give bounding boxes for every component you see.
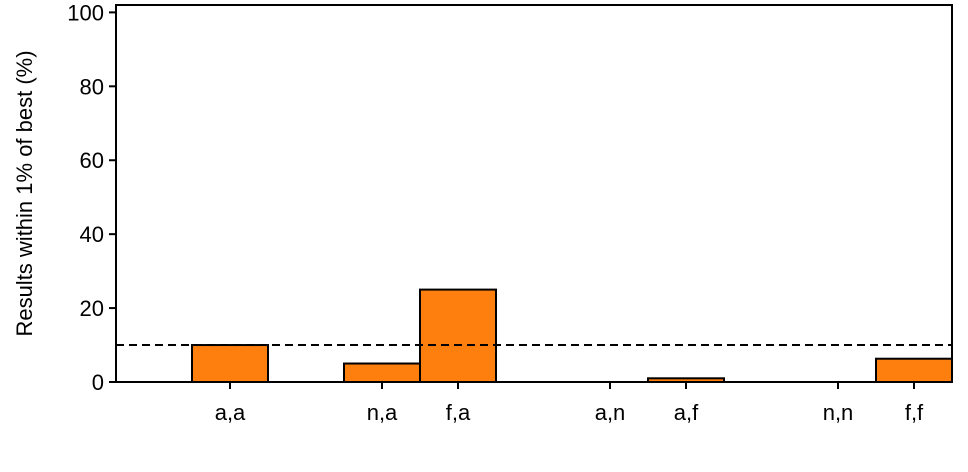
y-axis: 0 20 40 60 80 100 xyxy=(67,0,116,395)
x-tick-label: f,a xyxy=(446,400,471,425)
bar-f-f xyxy=(875,357,953,383)
x-tick-label: f,f xyxy=(905,400,924,425)
plot-frame xyxy=(115,4,953,383)
y-tick-label: 80 xyxy=(80,74,104,99)
y-tick-label: 100 xyxy=(67,0,104,25)
x-tick-label: n,a xyxy=(367,400,398,425)
bar-f-a xyxy=(419,288,497,384)
y-tick-label: 60 xyxy=(80,148,104,173)
y-tick-label: 20 xyxy=(80,296,104,321)
x-axis: a,a n,a f,a a,n a,f n,n f,f xyxy=(215,382,924,425)
bar-n-a xyxy=(343,362,421,384)
x-tick-label: a,a xyxy=(215,400,246,425)
bar-a-a xyxy=(191,344,269,383)
x-tick-label: a,n xyxy=(595,400,626,425)
x-tick-label: n,n xyxy=(823,400,854,425)
y-tick-label: 0 xyxy=(92,370,104,395)
y-tick-label: 40 xyxy=(80,222,104,247)
bars-group xyxy=(191,288,953,384)
y-axis-title: Results within 1% of best (%) xyxy=(12,50,37,336)
x-tick-label: a,f xyxy=(674,400,699,425)
